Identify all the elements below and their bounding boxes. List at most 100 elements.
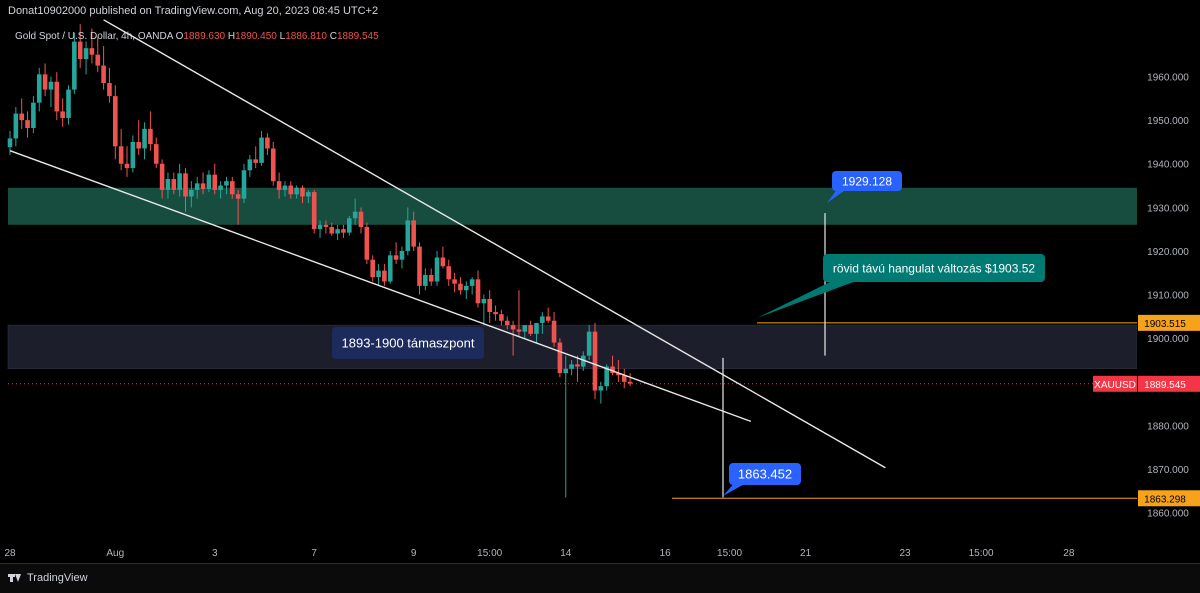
callout-1863-text: 1863.452 bbox=[738, 467, 792, 482]
candle-body bbox=[423, 274, 428, 286]
candle-body bbox=[586, 331, 592, 356]
candle-body bbox=[212, 174, 218, 190]
candle-body bbox=[66, 89, 71, 118]
legend-close-value: 1889.545 bbox=[337, 31, 379, 42]
candle-body bbox=[189, 189, 194, 197]
candle-body bbox=[557, 342, 563, 374]
candle-body bbox=[405, 220, 411, 251]
candle-body bbox=[194, 183, 200, 190]
time-tick-label: 23 bbox=[899, 548, 911, 559]
candle-body bbox=[493, 312, 498, 315]
candle-body bbox=[522, 325, 528, 332]
candle-body bbox=[95, 54, 101, 66]
tradingview-logo-icon bbox=[8, 573, 22, 583]
candle-body bbox=[159, 163, 165, 190]
candle-body bbox=[265, 137, 270, 149]
candle-body bbox=[329, 226, 335, 234]
candle-body bbox=[434, 257, 440, 282]
candle-body bbox=[464, 285, 469, 291]
price-tick-label: 1950.000 bbox=[1147, 116, 1189, 127]
candle-body bbox=[235, 194, 241, 199]
candle-body bbox=[475, 279, 481, 304]
time-tick-label: 15:00 bbox=[477, 548, 502, 559]
candle-body bbox=[341, 229, 346, 233]
tradingview-brand: TradingView bbox=[27, 572, 88, 584]
candle-body bbox=[411, 220, 416, 247]
candle-body bbox=[241, 170, 247, 199]
candle-body bbox=[469, 279, 475, 286]
candle-body bbox=[545, 316, 551, 321]
legend-low-label: L bbox=[280, 31, 286, 42]
callout-1863-box bbox=[729, 463, 801, 485]
candle-body bbox=[200, 183, 206, 190]
candle-body bbox=[142, 128, 147, 149]
candle-body bbox=[575, 364, 580, 367]
candle-body bbox=[499, 314, 504, 321]
price-chart[interactable]: 1929.128 1863.452 rövid távú hangulat vált… bbox=[0, 0, 1200, 563]
candle-body bbox=[83, 48, 89, 60]
candle-body bbox=[206, 174, 212, 190]
candle-body bbox=[393, 255, 399, 260]
legend-close-label: C bbox=[330, 31, 337, 42]
trendline bbox=[9, 150, 752, 423]
price-tick-label: 1960.000 bbox=[1147, 73, 1189, 84]
candle-body bbox=[317, 224, 323, 230]
candle-body bbox=[387, 255, 393, 282]
candle-body bbox=[540, 316, 545, 323]
time-tick-label: 21 bbox=[800, 548, 812, 559]
ohlc-legend: Gold Spot / U.S. Dollar, 4h, OANDA O1889… bbox=[15, 31, 379, 42]
callout-1929-text: 1929.128 bbox=[842, 175, 892, 189]
candle-body bbox=[7, 138, 13, 148]
time-tick-label: 28 bbox=[4, 548, 16, 559]
candle-body bbox=[294, 187, 299, 195]
price-tick-label: 1930.000 bbox=[1147, 203, 1189, 214]
candle-body bbox=[270, 148, 276, 182]
legend-high-value: 1890.450 bbox=[235, 31, 280, 42]
footer-bar: TradingView bbox=[0, 563, 1200, 593]
candle-body bbox=[124, 163, 130, 169]
candle-body bbox=[259, 137, 264, 163]
candle-body bbox=[183, 173, 188, 197]
price-tag-current-bg bbox=[1138, 375, 1200, 392]
candle-body bbox=[621, 375, 627, 382]
candle-body bbox=[452, 279, 457, 284]
price-tick-label: 1880.000 bbox=[1147, 421, 1189, 432]
candle-body bbox=[19, 113, 24, 121]
candle-body bbox=[347, 218, 352, 233]
publish-info: Donat10902000 published on TradingView.c… bbox=[0, 0, 1200, 22]
price-tag-current-text: 1889.545 bbox=[1144, 380, 1186, 391]
candle-body bbox=[598, 386, 604, 391]
price-tag-1903-bg bbox=[1138, 314, 1200, 331]
price-tag-1903-text: 1903.515 bbox=[1144, 319, 1186, 330]
candle-body bbox=[247, 159, 253, 171]
candle-body bbox=[31, 102, 36, 128]
time-tick-label: Aug bbox=[106, 548, 124, 559]
candle-body bbox=[282, 185, 288, 190]
time-tick-label: 15:00 bbox=[717, 548, 742, 559]
price-tick-label: 1870.000 bbox=[1147, 465, 1189, 476]
price-tick-label: 1860.000 bbox=[1147, 509, 1189, 520]
legend-open-value: 1889.630 bbox=[183, 31, 228, 42]
resistance-zone bbox=[8, 187, 1137, 225]
callout-support-text: 1893-1900 támaszpont bbox=[342, 336, 475, 351]
time-tick-label: 9 bbox=[411, 548, 417, 559]
callout-sentiment-text: rövid távú hangulat változás $1903.52 bbox=[833, 262, 1035, 276]
tradingview-logo[interactable]: TradingView bbox=[8, 572, 88, 584]
candle-body bbox=[113, 96, 118, 147]
candle-body bbox=[563, 368, 569, 374]
callout-sentiment-pointer bbox=[757, 281, 856, 318]
candle-body bbox=[510, 325, 516, 330]
candle-body bbox=[376, 270, 381, 278]
candle-body bbox=[89, 48, 95, 55]
candle-body bbox=[627, 381, 633, 384]
price-tag-1863-bg bbox=[1138, 490, 1200, 507]
candle-body bbox=[335, 229, 340, 234]
callout-1863-pointer bbox=[723, 482, 748, 496]
legend-low-value: 1886.810 bbox=[285, 31, 330, 42]
price-tag-1863-text: 1863.298 bbox=[1144, 494, 1186, 505]
legend-symbol: Gold Spot / U.S. Dollar, 4h, OANDA bbox=[15, 31, 176, 42]
candle-body bbox=[42, 74, 48, 90]
time-tick-label: 28 bbox=[1063, 548, 1075, 559]
price-tag-current-symbol-bg bbox=[1093, 375, 1137, 392]
candle-body bbox=[581, 355, 586, 367]
